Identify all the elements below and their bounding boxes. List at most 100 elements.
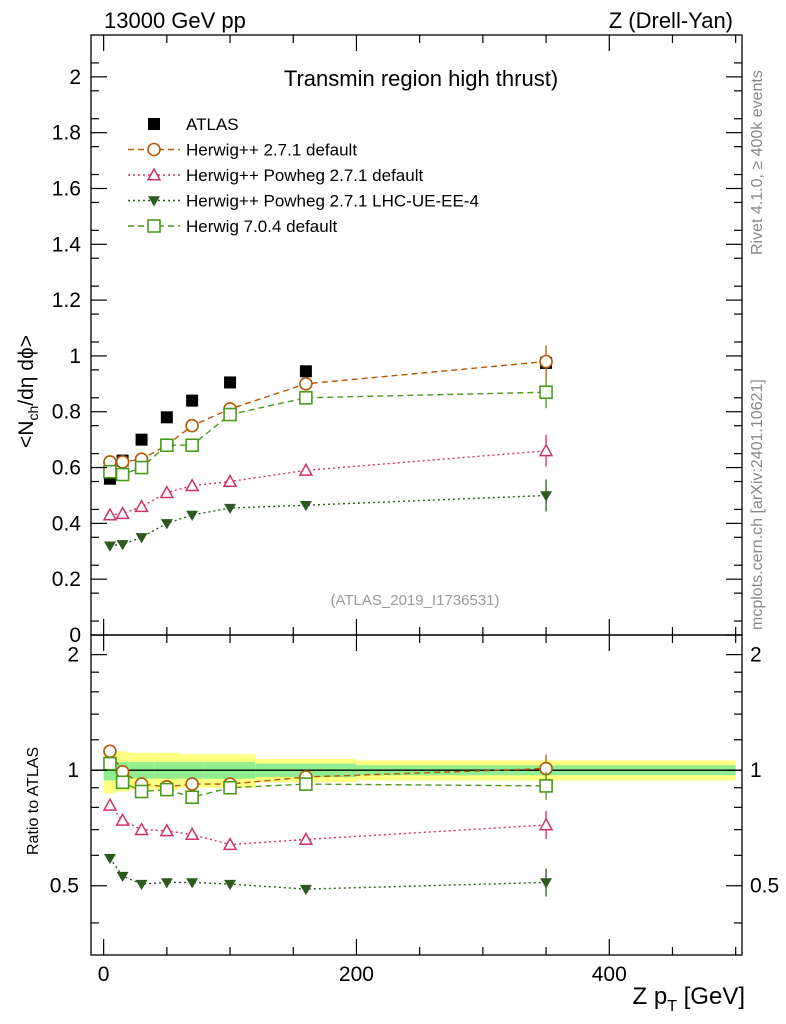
data-point — [134, 499, 149, 513]
data-point — [159, 485, 175, 499]
data-point — [185, 438, 199, 453]
legend-label: Herwig++ Powheg 2.7.1 LHC-UE-EE-4 — [186, 192, 479, 211]
legend-label: Herwig 7.0.4 default — [186, 217, 337, 236]
ratio-point — [540, 878, 553, 889]
data-point — [186, 394, 199, 407]
ratio-line — [109, 804, 547, 846]
ratio-point — [299, 884, 312, 896]
data-point — [160, 411, 173, 424]
data-point — [540, 491, 553, 502]
ratio-point — [298, 831, 314, 846]
series-4 — [103, 376, 553, 805]
ratio-y-tick-label: 0.5 — [50, 875, 79, 898]
data-point — [185, 418, 199, 433]
series-line — [109, 360, 547, 463]
y-tick-label: 1.8 — [52, 122, 81, 145]
y-tick-label: 0.2 — [52, 568, 81, 591]
data-point — [135, 533, 148, 544]
y-tick-label: 1.6 — [52, 177, 81, 200]
ratio-point — [134, 822, 149, 836]
legend-marker — [147, 142, 161, 157]
ratio-y-axis-label: Ratio to ATLAS — [25, 747, 42, 855]
legend-entry-3: Herwig++ Powheg 2.7.1 LHC-UE-EE-4 — [128, 192, 479, 211]
ratio-y-tick-label-right: 1 — [750, 759, 762, 782]
ratio-point — [185, 777, 199, 791]
ratio-point — [223, 780, 237, 795]
ratio-point — [185, 790, 199, 805]
data-point — [115, 467, 130, 482]
analysis-watermark: (ATLAS_2019_I1736531) — [330, 592, 499, 609]
series-0 — [103, 356, 553, 485]
ratio-point — [102, 797, 118, 811]
data-point — [299, 365, 312, 378]
legend-label: Herwig++ 2.7.1 default — [186, 141, 357, 160]
series-line — [109, 494, 547, 547]
data-point — [103, 541, 116, 552]
data-point — [539, 385, 553, 400]
y-tick-label: 2 — [69, 66, 81, 89]
ratio-point — [538, 817, 554, 831]
legend-entry-0: ATLAS — [148, 115, 239, 134]
ratio-y-tick-label: 2 — [67, 644, 79, 667]
ratio-point — [160, 782, 174, 797]
data-point — [184, 478, 200, 492]
ratio-point — [224, 879, 237, 891]
ratio-line — [109, 750, 547, 788]
legend: ATLAS Herwig++ 2.7.1 default Herwig++ Powh… — [128, 115, 479, 236]
y-tick-label: 1 — [69, 345, 81, 368]
legend-label: Herwig++ Powheg 2.7.1 default — [186, 166, 423, 185]
ratio-point — [134, 784, 149, 799]
data-point — [160, 519, 173, 530]
legend-marker — [148, 118, 160, 130]
data-point — [115, 455, 130, 469]
chart-title: Transmin region high thrust) — [284, 66, 558, 91]
ratio-line — [109, 763, 547, 799]
data-point — [539, 354, 553, 369]
y-tick-label: 0.4 — [52, 512, 82, 535]
series-layer — [102, 345, 554, 897]
series-3 — [103, 479, 553, 897]
x-axis-label: Z pT [GeV] — [633, 983, 746, 1015]
uncertainty-bands — [103, 749, 736, 794]
data-point — [538, 443, 554, 457]
data-point — [224, 376, 237, 389]
ratio-y-tick-label-right: 0.5 — [750, 875, 779, 898]
series-line — [109, 391, 547, 476]
series-line — [109, 450, 547, 516]
rivet-version-text: Rivet 4.1.0, ≥ 400k events — [749, 70, 766, 255]
legend-marker — [148, 196, 160, 207]
ratio-point — [103, 756, 117, 771]
data-point — [299, 501, 312, 512]
ratio-y-tick-label-right: 2 — [750, 644, 762, 667]
ratio-line — [109, 857, 547, 890]
data-point — [298, 462, 314, 476]
x-tick-label: 400 — [592, 963, 627, 986]
ratio-point — [160, 878, 173, 889]
data-point — [116, 540, 129, 551]
mcplots-reference-text: mcplots.cern.ch [arXiv:2401.10621] — [749, 379, 766, 630]
data-point — [224, 503, 237, 515]
legend-marker — [147, 219, 161, 233]
ratio-point — [159, 823, 175, 837]
ratio-point — [115, 775, 130, 790]
legend-entry-4: Herwig 7.0.4 default — [128, 217, 337, 236]
y-tick-label: 0 — [69, 624, 81, 647]
ratio-point — [103, 853, 116, 865]
ratio-point — [222, 837, 238, 851]
legend-label: ATLAS — [186, 115, 239, 134]
data-point — [134, 460, 149, 475]
ratio-point — [539, 779, 553, 793]
data-point — [135, 433, 148, 446]
ratio-point — [186, 878, 199, 889]
x-tick-label: 200 — [339, 963, 374, 986]
data-point — [299, 390, 313, 405]
data-point — [102, 507, 118, 521]
y-tick-label: 1.2 — [52, 289, 81, 312]
data-point — [186, 510, 199, 521]
data-point — [115, 506, 130, 520]
ratio-point — [103, 744, 117, 759]
ratio-point — [135, 879, 148, 891]
series-2 — [102, 434, 554, 851]
data-point — [299, 377, 313, 391]
ratio-point — [116, 871, 129, 883]
